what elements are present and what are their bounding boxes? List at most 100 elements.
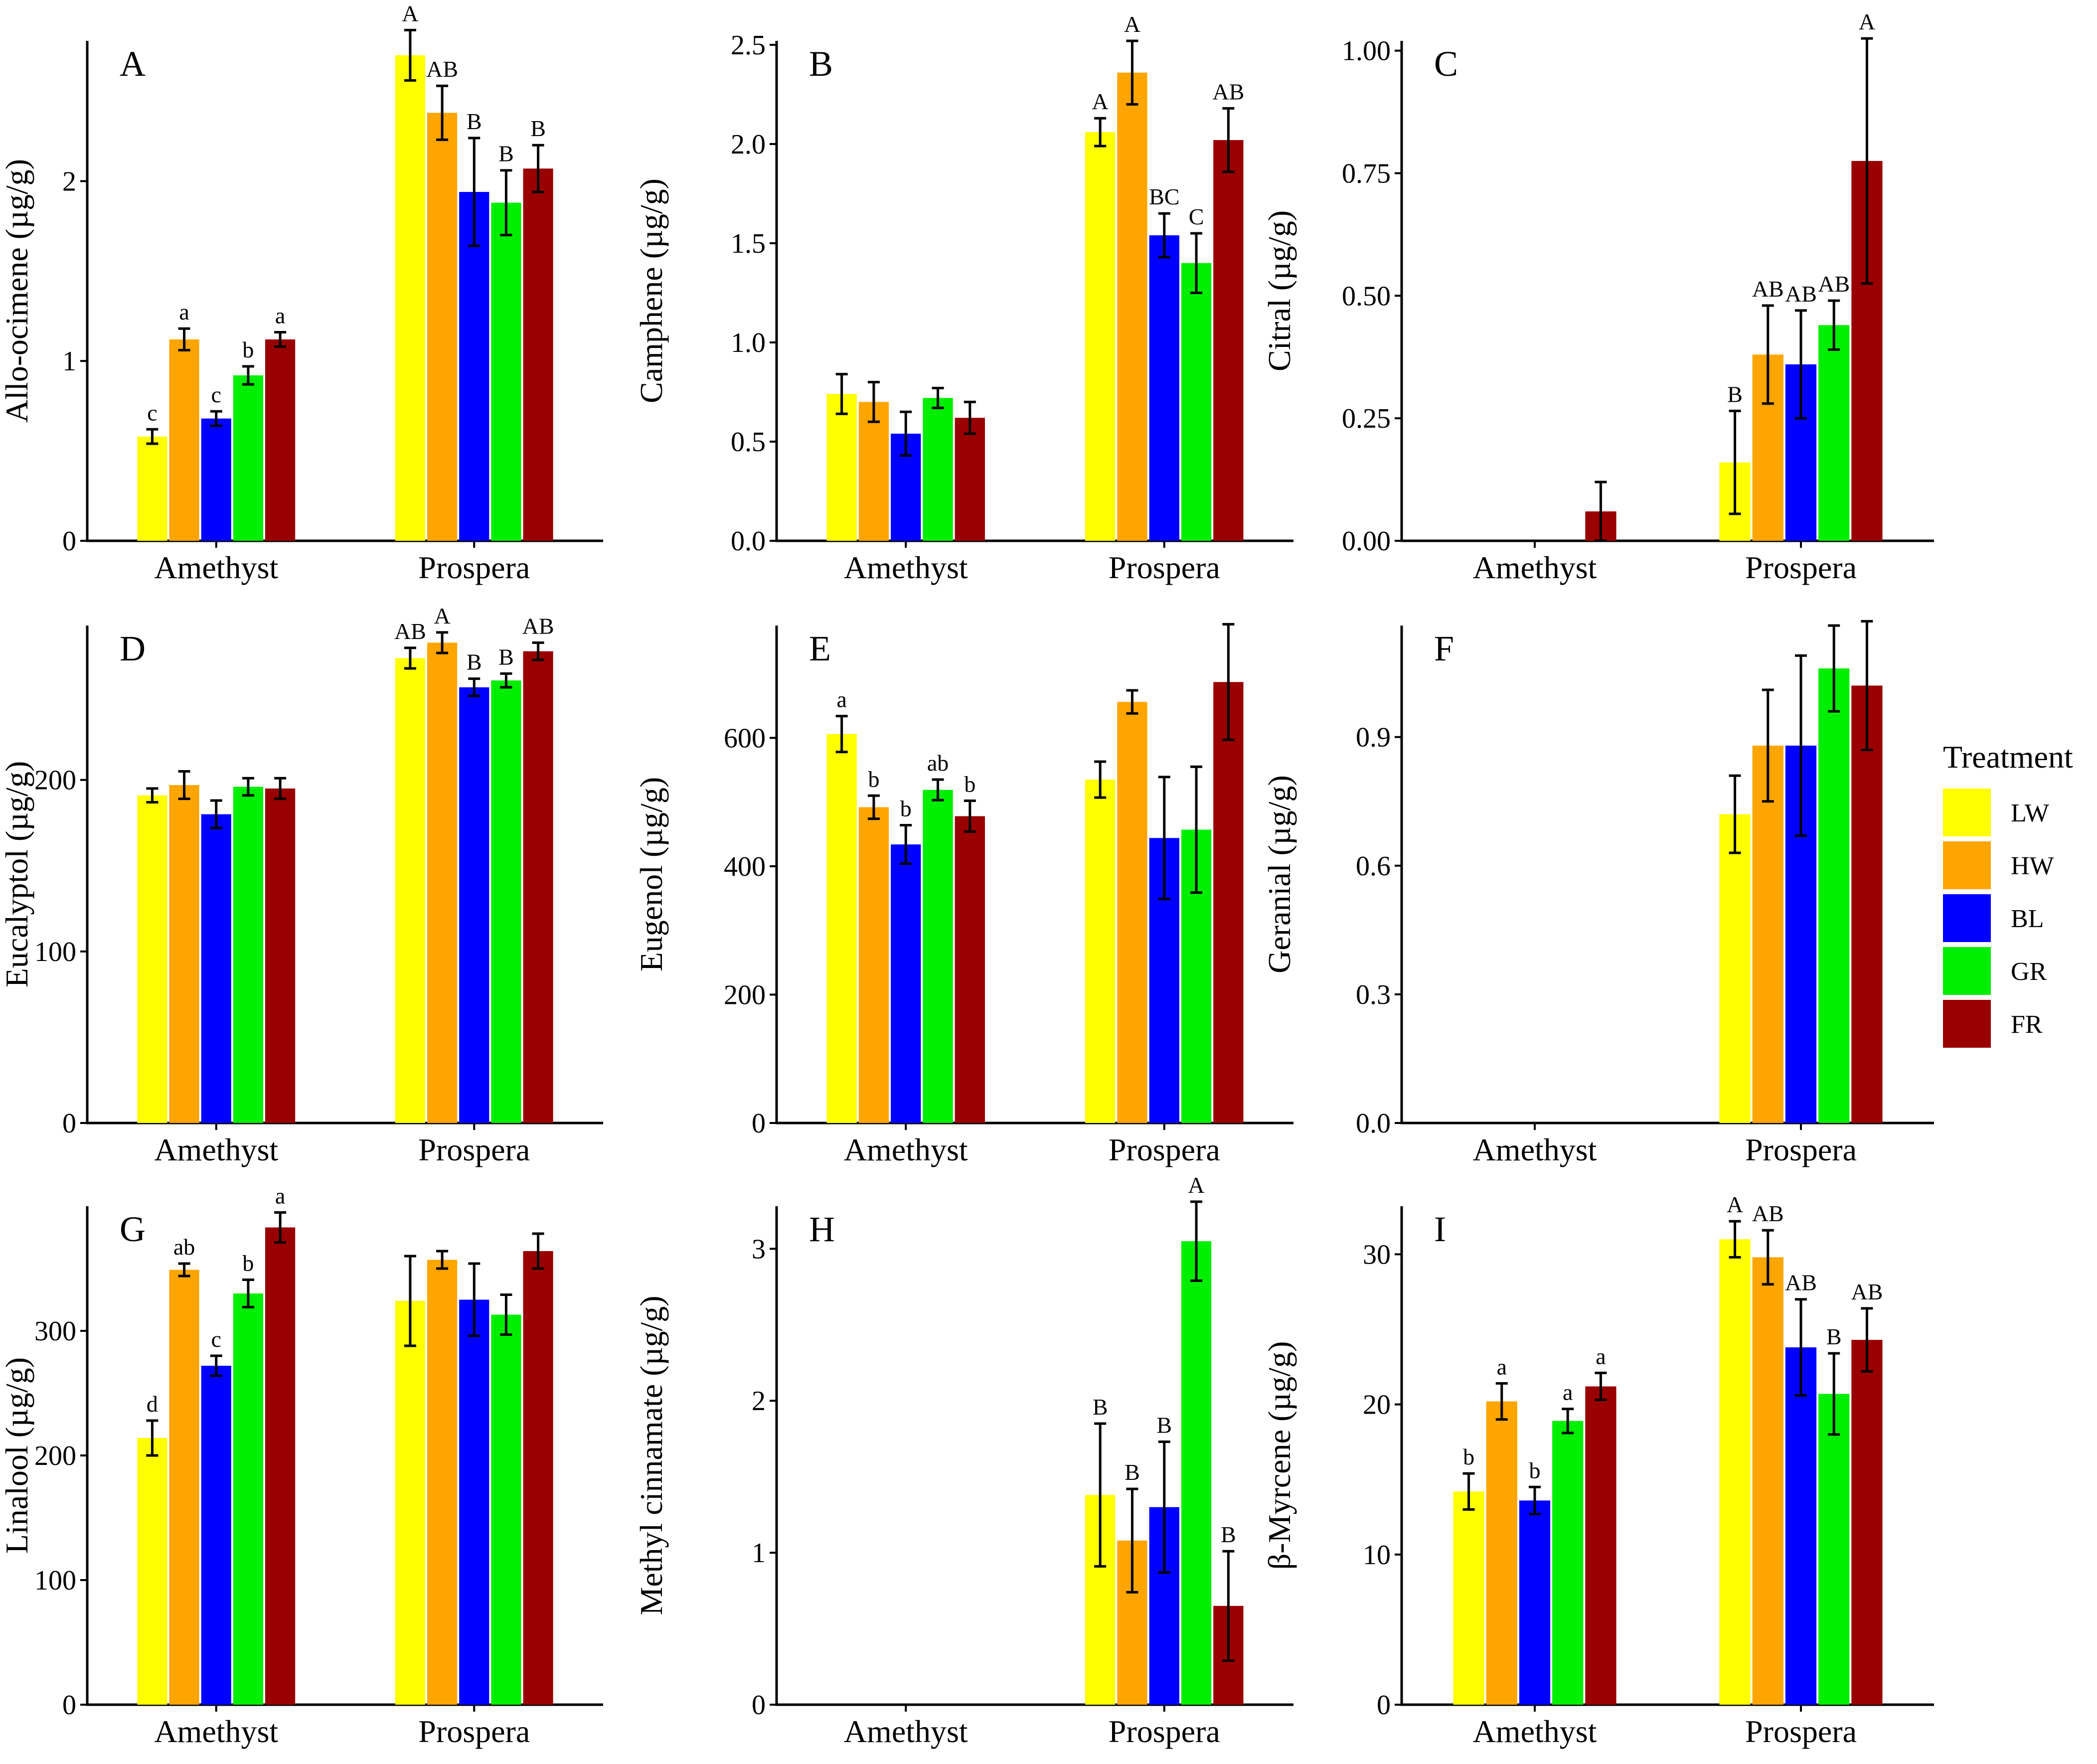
panel-letter: C <box>1434 44 1458 84</box>
x-tick-label: Prospera <box>418 1132 530 1167</box>
significance-letter: ab <box>927 750 949 776</box>
significance-letter: a <box>836 687 846 712</box>
bar-lw <box>1453 1491 1484 1705</box>
bar-lw <box>137 1438 167 1705</box>
y-tick-label: 200 <box>34 1441 76 1471</box>
bar-fr <box>1585 1386 1616 1705</box>
significance-letter: B <box>467 109 482 134</box>
bar-gr <box>233 1293 264 1705</box>
y-tick-label: 200 <box>34 765 76 796</box>
y-tick-label: 400 <box>724 851 766 882</box>
bar-bl <box>459 1299 489 1705</box>
bar-lw <box>137 436 167 541</box>
x-tick-label: Amethyst <box>154 1132 278 1167</box>
y-tick-label: 2 <box>752 1386 766 1417</box>
legend-swatch-fr <box>1943 1000 1991 1048</box>
significance-letter: B <box>467 649 482 675</box>
x-tick-label: Amethyst <box>154 1714 278 1749</box>
bar-fr <box>1851 685 1883 1123</box>
legend-label: HW <box>2011 852 2054 880</box>
y-tick-label: 30 <box>1363 1239 1391 1270</box>
bar-gr <box>923 398 953 541</box>
x-tick-label: Amethyst <box>154 550 278 585</box>
bar-lw <box>137 795 167 1123</box>
bar-lw <box>1085 132 1116 541</box>
significance-letter: ab <box>173 1234 195 1260</box>
bar-fr <box>1851 1340 1883 1705</box>
y-tick-label: 200 <box>724 979 766 1010</box>
bar-fr <box>265 788 296 1123</box>
y-tick-label: 0.3 <box>1356 979 1391 1010</box>
bar-lw <box>1085 780 1116 1123</box>
y-tick-label: 2.0 <box>731 129 766 160</box>
y-axis-label: Linalool (µg/g) <box>0 1357 34 1554</box>
significance-letter: d <box>147 1391 158 1417</box>
significance-letter: a <box>179 299 189 324</box>
x-tick-label: Prospera <box>1109 1132 1220 1167</box>
panel-c: 0.00 0.25 0.50 0.75 1.00 Citral (µg/g) C Amethy… <box>1262 9 1934 585</box>
significance-letter: A <box>1188 1172 1204 1198</box>
significance-letter: AB <box>1851 1279 1883 1304</box>
significance-letter: a <box>1497 1354 1507 1379</box>
significance-letter: a <box>1563 1380 1573 1405</box>
panel-h: 0 1 2 3 Methyl cinnamate (µg/g) H Amethyst Pros… <box>634 1172 1293 1749</box>
bar-lw <box>395 658 425 1123</box>
y-axis-label: Geranial (µg/g) <box>1262 775 1297 973</box>
y-tick-label: 0.0 <box>1356 1108 1391 1139</box>
x-tick-label: Amethyst <box>844 1132 968 1167</box>
bar-bl <box>459 192 489 541</box>
y-tick-label: 0 <box>1377 1690 1391 1721</box>
legend-swatch-bl <box>1943 894 1991 942</box>
bar-fr <box>523 651 553 1123</box>
significance-letter: b <box>1463 1444 1474 1469</box>
legend-title: Treatment <box>1943 739 2073 775</box>
bar-bl <box>1149 235 1179 541</box>
y-tick-label: 600 <box>724 723 766 754</box>
panel-letter: G <box>120 1209 146 1249</box>
significance-letter: A <box>1124 11 1140 37</box>
significance-letter: a <box>275 303 285 328</box>
x-tick-label: Prospera <box>418 550 530 585</box>
y-tick-label: 100 <box>34 937 76 967</box>
significance-letter: b <box>900 796 912 821</box>
x-tick-label: Prospera <box>1109 550 1220 585</box>
y-tick-label: 10 <box>1363 1540 1391 1571</box>
bar-hw <box>1752 1257 1783 1705</box>
panel-letter: E <box>809 629 831 668</box>
bar-hw <box>858 807 889 1123</box>
bar-hw <box>1117 72 1147 541</box>
significance-letter: B <box>1093 1394 1108 1420</box>
y-tick-label: 0 <box>62 1108 76 1139</box>
significance-letter: B <box>1125 1459 1140 1485</box>
panel-letter: F <box>1434 629 1454 668</box>
y-axis-label: Eugenol (µg/g) <box>634 777 669 972</box>
significance-letter: C <box>1189 204 1204 229</box>
bar-bl <box>201 814 231 1123</box>
legend-label: BL <box>2011 905 2044 933</box>
significance-letter: b <box>242 337 254 362</box>
x-tick-label: Amethyst <box>1473 550 1597 585</box>
panel-letter: D <box>120 629 146 668</box>
bar-fr <box>955 816 985 1123</box>
bar-fr <box>1213 140 1244 541</box>
significance-letter: A <box>1727 1192 1743 1217</box>
bar-fr <box>265 339 296 541</box>
legend: Treatment LW HW BL GR FR <box>1943 739 2073 1048</box>
legend-items: LW HW BL GR FR <box>1943 789 2054 1048</box>
bar-gr <box>491 1314 521 1705</box>
y-axis-label: β-Myrcene (µg/g) <box>1262 1341 1297 1570</box>
panel-b: 0.0 0.5 1.0 1.5 2.0 2.5 Camphene (µg/g) B Amethy… <box>634 11 1293 585</box>
y-tick-label: 0 <box>752 1690 766 1721</box>
significance-letter: b <box>868 766 879 792</box>
significance-letter: b <box>242 1251 254 1276</box>
bar-bl <box>1519 1500 1551 1705</box>
bar-gr <box>1181 263 1212 541</box>
y-tick-label: 1.00 <box>1342 36 1391 67</box>
bar-bl <box>891 844 921 1123</box>
bar-gr <box>1818 668 1850 1123</box>
significance-letter: c <box>211 1326 221 1352</box>
bar-bl <box>201 1366 231 1705</box>
